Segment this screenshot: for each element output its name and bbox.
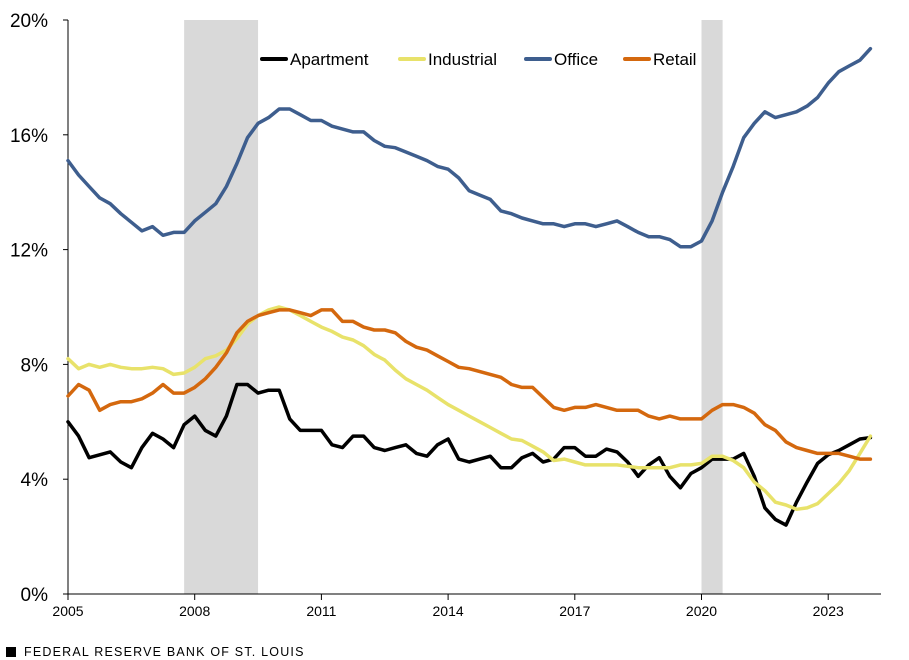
series-line-retail	[66, 308, 873, 461]
series-line-office	[66, 46, 873, 249]
x-tick-label: 2023	[813, 603, 844, 619]
y-tick-label: 16%	[10, 126, 48, 147]
legend-label-office: Office	[554, 50, 598, 69]
source-label: FEDERAL RESERVE BANK OF ST. LOUIS	[24, 645, 305, 659]
footer: FEDERAL RESERVE BANK OF ST. LOUIS	[6, 645, 305, 659]
series-line-apartment	[66, 382, 873, 527]
y-tick-label: 0%	[21, 585, 49, 606]
legend-label-retail: Retail	[653, 50, 696, 69]
footer-square-icon	[6, 647, 16, 657]
legend-label-industrial: Industrial	[428, 50, 497, 69]
recession-band-2	[701, 20, 723, 594]
y-tick-label: 8%	[21, 355, 49, 376]
y-tick-label: 12%	[10, 241, 48, 262]
y-tick-label: 20%	[10, 11, 48, 32]
chart: 0% 4% 8% 12% 16% 20% 2005 2008 2011 2014 2017 2020 2…	[10, 11, 881, 619]
series-line-industrial	[66, 305, 873, 512]
y-tick-label: 4%	[21, 470, 49, 491]
legend-label-apartment: Apartment	[290, 50, 369, 69]
x-tick-label: 2017	[559, 603, 590, 619]
x-tick-label: 2014	[433, 603, 464, 619]
x-tick-label: 2005	[52, 603, 83, 619]
x-tick-label: 2020	[686, 603, 717, 619]
recession-band-1	[184, 20, 259, 594]
x-tick-label: 2008	[179, 603, 210, 619]
x-tick-label: 2011	[306, 603, 336, 619]
